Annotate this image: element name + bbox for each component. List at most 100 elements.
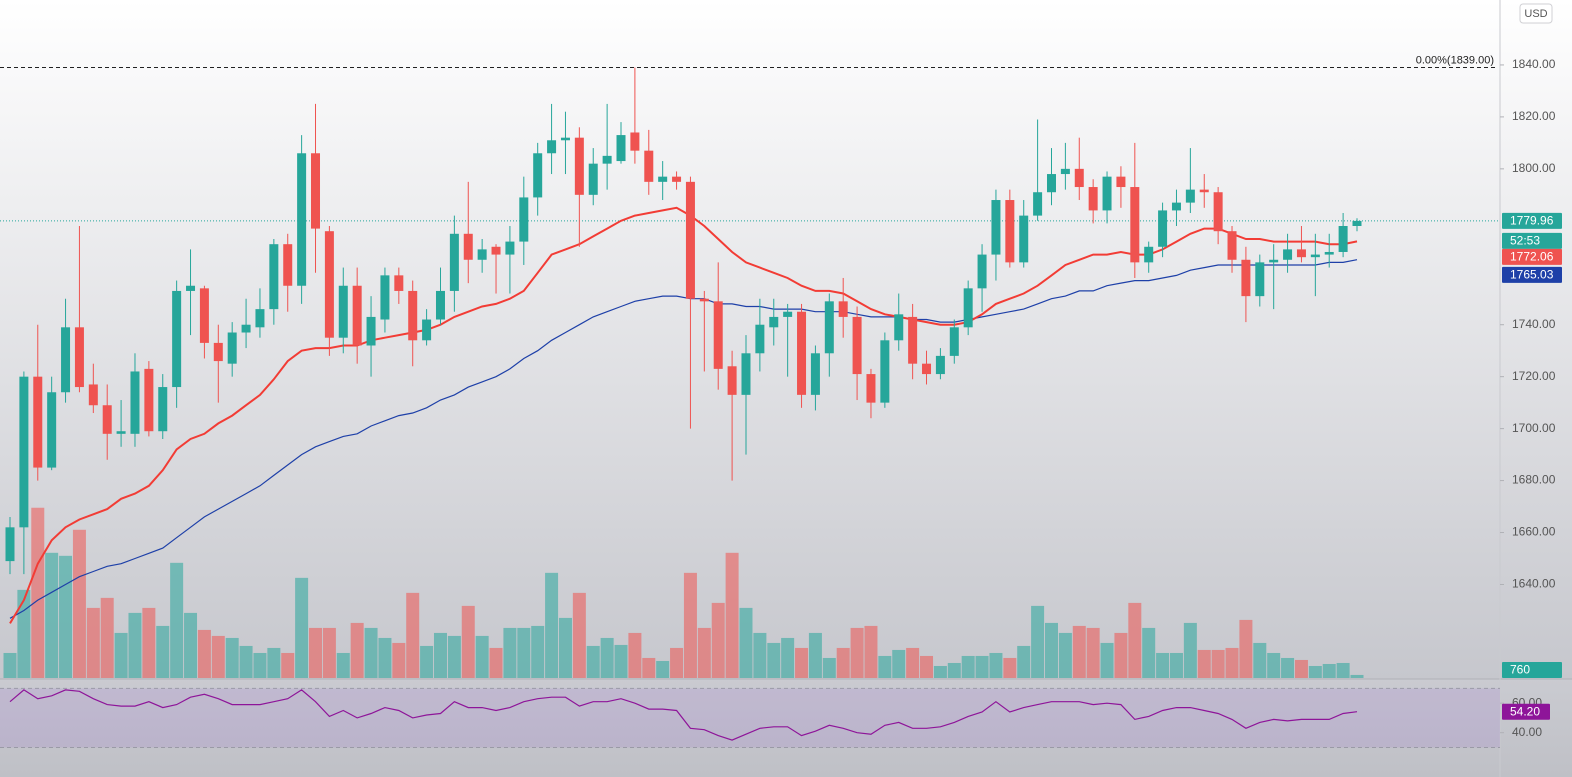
candle-body [644, 150, 654, 182]
volume-bar [1322, 663, 1336, 678]
candle-body [116, 431, 126, 434]
volume-bar [1128, 602, 1142, 678]
candle-body [19, 376, 29, 528]
volume-bar [795, 647, 809, 678]
candle-body [61, 327, 71, 393]
candle-body [1283, 249, 1293, 260]
candle-body [1116, 176, 1126, 188]
volume-bar [767, 642, 781, 678]
volume-bar [378, 637, 392, 678]
price-pane [0, 0, 1572, 679]
candle-body [172, 290, 182, 388]
volume-bar [920, 655, 934, 678]
volume-bar [114, 632, 128, 678]
volume-bar [295, 577, 309, 678]
volume-bar [961, 655, 975, 678]
volume-bar [420, 645, 434, 678]
volume-bar [822, 657, 836, 678]
countdown-label-box [1502, 232, 1562, 249]
candle-body [1033, 192, 1043, 216]
candle-body [1144, 246, 1154, 263]
plot-layer: 1840.00 1820.00 1800.00 1740.00 1720.00 1700.… [0, 54, 1562, 748]
volume-bar [1114, 632, 1128, 678]
volume-bar [933, 665, 947, 678]
volume-bar [17, 589, 31, 678]
volume-bar [1336, 662, 1350, 678]
candle-body [574, 137, 584, 195]
candle-body [5, 527, 15, 562]
volume-bar [947, 662, 961, 678]
volume-bar [1267, 652, 1281, 678]
volume-bar [1183, 622, 1197, 678]
volume-bar [1253, 642, 1267, 678]
volume-bar [1197, 649, 1211, 678]
candle-body [1227, 231, 1237, 260]
candle-body [1352, 220, 1362, 226]
candle-body [227, 332, 237, 364]
volume-bar [309, 627, 323, 678]
candle-body [685, 181, 695, 299]
rsi-label: 54.20 [1510, 704, 1540, 718]
volume-bar [739, 607, 753, 678]
volume-bar [86, 607, 100, 678]
volume-bar [336, 652, 350, 678]
volume-bar [600, 637, 614, 678]
volume-bar [864, 625, 878, 678]
volume-bar [267, 647, 281, 678]
y-tick-label: 1640.00 [1512, 577, 1556, 591]
volume-bar [614, 644, 628, 678]
y-tick-label: 1680.00 [1512, 473, 1556, 487]
volume-bar [628, 632, 642, 678]
volume-bar [975, 655, 989, 678]
candle-body [977, 254, 987, 289]
volume-bar [142, 607, 156, 678]
y-tick-label: 1800.00 [1512, 161, 1556, 175]
volume-bar [683, 572, 697, 678]
candle-body [394, 275, 404, 291]
candle-body [630, 132, 640, 151]
volume-bar [892, 649, 906, 678]
volume-bar [1058, 632, 1072, 678]
candle-body [880, 340, 890, 403]
candle-body [797, 311, 807, 395]
candle-body [47, 392, 57, 468]
candle-body [672, 176, 682, 182]
volume-bar [670, 647, 684, 678]
volume-bar [531, 625, 545, 678]
candle-body [1241, 259, 1251, 297]
candle-body [33, 376, 43, 468]
volume-bar [364, 627, 378, 678]
volume-bar [31, 507, 45, 678]
candle-body [1046, 174, 1056, 193]
candle-body [727, 366, 737, 395]
volume-bar [461, 605, 475, 678]
candle-body [1338, 226, 1348, 252]
candle-body [658, 176, 668, 182]
candle-body [324, 231, 334, 338]
candle-body [547, 140, 557, 154]
candle-body [1199, 189, 1209, 193]
volume-label-box [1502, 662, 1562, 678]
volume-bar [1044, 622, 1058, 678]
candle-body [158, 387, 168, 432]
candle-body [102, 405, 112, 434]
candle-body [783, 311, 793, 317]
candle-body [1269, 259, 1279, 263]
ema-slow-label-box [1502, 266, 1562, 283]
volume-bar [350, 622, 364, 678]
volume-bar [72, 529, 86, 678]
candle-body [1158, 210, 1168, 247]
volume-bar [3, 652, 17, 678]
volume-bar [475, 635, 489, 678]
volume-bar [1294, 659, 1308, 678]
candle-body [477, 249, 487, 260]
currency-button[interactable] [1519, 3, 1553, 24]
rsi-tick-label: 40.00 [1512, 725, 1542, 739]
volume-bar [1225, 647, 1239, 678]
volume-bar [489, 647, 503, 678]
candle-body [616, 135, 626, 162]
candle-body [1310, 254, 1320, 258]
last-price-label-box [1502, 212, 1562, 229]
volume-bar [1072, 625, 1086, 678]
